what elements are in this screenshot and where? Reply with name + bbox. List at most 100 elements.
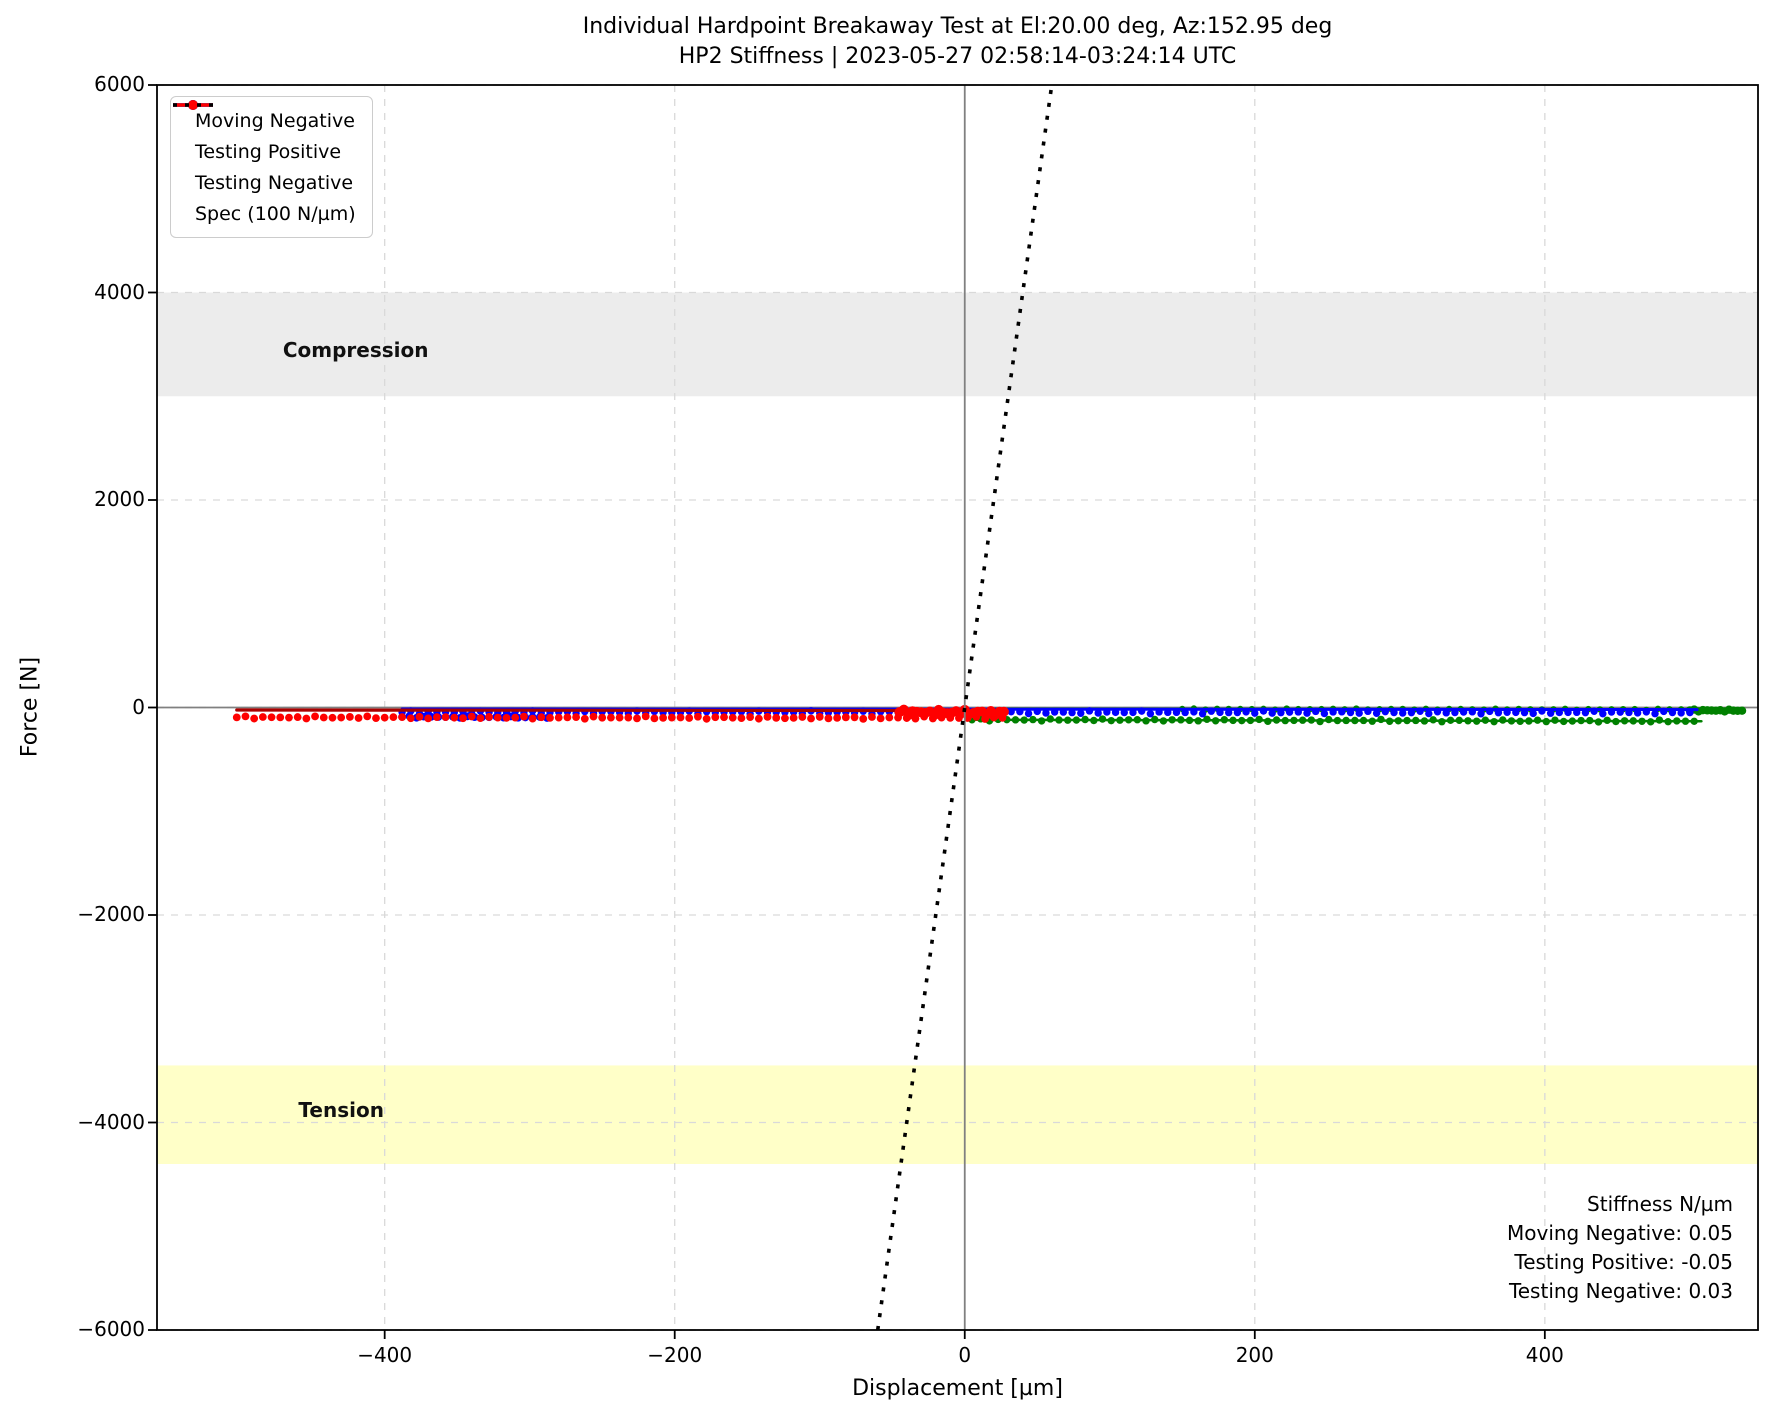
series-marker-testing-positive [1555,708,1564,717]
series-marker-moving-negative [1499,716,1507,724]
series-marker-testing-positive [1616,708,1624,716]
series-marker-testing-negative [241,712,250,721]
x-axis-label: Displacement [µm] [852,1376,1063,1401]
series-marker-moving-negative [1246,716,1255,725]
series-marker-moving-negative [1020,716,1028,724]
series-marker-testing-positive [1320,709,1329,718]
series-marker-moving-negative [1737,706,1747,715]
series-marker-moving-negative [1673,717,1681,725]
series-marker-testing-positive [1155,708,1163,716]
series-marker-moving-negative [1394,717,1403,725]
series-marker-moving-negative [1586,716,1594,725]
series-marker-testing-negative [459,714,467,723]
series-marker-testing-negative [406,714,415,723]
series-marker-testing-positive [1024,709,1033,718]
series-marker-moving-negative [1568,717,1577,725]
series-marker-testing-negative [345,713,354,721]
series-marker-moving-negative [1559,717,1568,726]
series-marker-testing-negative [998,706,1009,717]
series-marker-testing-positive [1581,708,1590,717]
series-marker-testing-negative [798,713,807,721]
stiffness-annotation-line: Testing Positive: -0.05 [1514,1250,1733,1274]
series-marker-testing-negative [746,713,755,721]
series-marker-moving-negative [1438,718,1446,726]
series-marker-testing-positive [1529,709,1537,718]
series-marker-testing-negative [685,714,694,722]
series-marker-testing-positive [1364,707,1372,716]
series-marker-testing-negative [754,714,763,723]
series-marker-moving-negative [1211,717,1220,725]
series-marker-testing-negative [694,712,702,721]
series-marker-testing-positive [1442,709,1450,717]
series-marker-testing-positive [1198,710,1207,718]
x-tick-label: 0 [958,1343,972,1367]
series-marker-testing-positive [1416,707,1424,715]
stiffness-annotation: Stiffness N/µm Moving Negative: 0.05 Test… [1507,1190,1733,1306]
series-marker-moving-negative [1281,716,1289,725]
series-marker-testing-positive [1050,708,1059,716]
series-marker-moving-negative [1551,716,1559,724]
series-marker-testing-positive [1338,708,1346,716]
series-marker-moving-negative [1255,715,1263,724]
series-marker-testing-negative [302,714,311,723]
series-marker-testing-positive [1459,708,1468,716]
series-marker-testing-negative [833,713,842,722]
legend-item: Spec (100 N/µm) [173,103,356,229]
y-tick-label: 4000 [94,279,145,304]
series-marker-testing-positive [1686,708,1694,717]
series-marker-testing-negative [841,713,850,722]
series-marker-testing-negative [363,712,372,721]
series-marker-testing-positive [1172,708,1181,717]
series-marker-testing-negative [398,713,406,721]
series-marker-testing-positive [1285,708,1294,716]
series-marker-testing-negative [728,713,737,722]
series-marker-testing-positive [1233,708,1242,717]
series-marker-testing-negative [607,713,615,722]
series-marker-testing-negative [546,713,554,722]
band-compression [157,292,1758,397]
series-marker-moving-negative [1177,716,1185,724]
series-marker-moving-negative [1516,717,1524,726]
series-marker-testing-negative [372,714,380,723]
band-label-compression: Compression [282,337,429,362]
series-marker-testing-negative [250,714,259,723]
series-marker-testing-negative [598,713,607,722]
series-marker-moving-negative [1412,716,1420,725]
series-marker-moving-negative [1307,716,1316,724]
series-marker-testing-positive [1207,707,1215,715]
series-marker-testing-negative [667,713,676,722]
series-marker-testing-negative [232,713,241,722]
series-marker-moving-negative [1037,717,1046,725]
series-marker-testing-positive [1007,708,1015,716]
series-marker-testing-negative [789,713,798,722]
series-marker-testing-negative [737,714,746,723]
series-marker-moving-negative [1620,717,1629,725]
series-marker-testing-negative [650,714,659,723]
series-marker-moving-negative [1481,716,1490,724]
series-marker-moving-negative [1124,716,1133,724]
series-marker-testing-positive [1399,709,1407,717]
series-marker-testing-negative [876,714,885,723]
y-tick-label: 2000 [94,487,145,511]
series-marker-testing-positive [1425,709,1433,718]
series-marker-moving-negative [1029,715,1037,724]
series-marker-testing-negative [285,713,293,722]
legend-label: Spec (100 N/µm) [195,202,356,225]
series-marker-moving-negative [1290,716,1298,725]
series-marker-moving-negative [1533,716,1542,724]
series-marker-testing-positive [1651,710,1659,718]
series-marker-testing-positive [1607,708,1616,716]
series-marker-moving-negative [1446,716,1455,725]
band-tension [157,1065,1758,1164]
series-marker-testing-positive [1407,708,1416,717]
series-marker-testing-positive [1068,708,1076,717]
series-marker-testing-negative [720,713,728,722]
series-marker-testing-negative [467,712,476,721]
series-marker-testing-negative [258,713,267,721]
series-marker-moving-negative [1629,717,1637,725]
series-marker-moving-negative [1151,715,1159,724]
series-marker-moving-negative [1455,716,1463,725]
series-marker-moving-negative [1385,717,1394,725]
